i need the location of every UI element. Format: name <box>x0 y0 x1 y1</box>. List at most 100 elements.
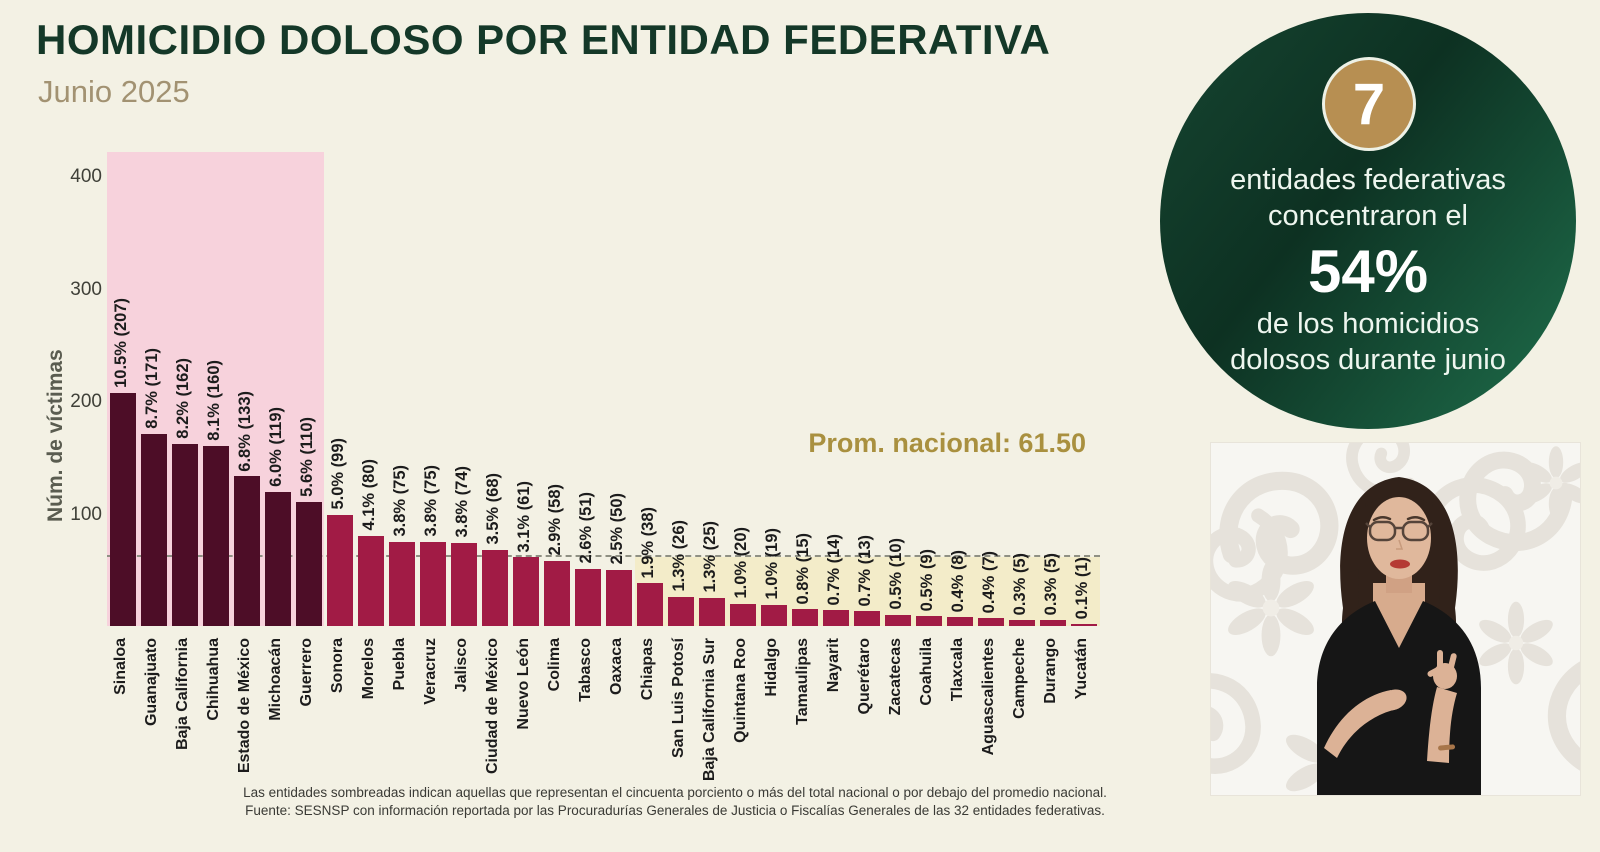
x-axis-state-label: Campeche <box>1011 638 1029 719</box>
badge-percent: 54% <box>1307 237 1429 305</box>
bar <box>233 476 260 626</box>
badge-count: 7 <box>1322 57 1416 151</box>
badge-text: entidades federativas concentraron el 54… <box>1160 163 1576 379</box>
bar-value-label: 0.4% (7) <box>980 550 999 614</box>
x-axis-state-label: Guanajuato <box>142 638 160 727</box>
bar <box>792 609 819 626</box>
bar-value-label: 3.8% (74) <box>452 466 471 538</box>
x-axis-state-label: Quintana Roo <box>732 638 750 743</box>
bar <box>140 433 167 626</box>
bar-value-label: 1.0% (19) <box>763 528 782 600</box>
bar <box>543 560 570 626</box>
x-axis-state-label: Morelos <box>359 638 377 700</box>
bar <box>109 393 136 626</box>
bar <box>512 557 539 626</box>
bar-value-label: 2.6% (51) <box>576 492 595 564</box>
x-axis-state-label: Hidalgo <box>763 638 781 697</box>
footnote-line-1: Las entidades sombreadas indican aquella… <box>243 785 1107 800</box>
bar-value-label: 0.7% (14) <box>825 533 844 606</box>
x-axis-state-label: Veracruz <box>421 638 439 705</box>
bar-value-label: 6.0% (119) <box>266 407 285 488</box>
footnote-line-2: Fuente: SESNSP con información reportada… <box>245 802 1105 818</box>
x-axis-state-label: San Luis Potosí <box>670 638 688 759</box>
bar <box>450 542 477 626</box>
x-axis-state-label: Yucatán <box>1073 638 1091 700</box>
x-axis-state-label: Baja California Sur <box>701 638 719 782</box>
sign-language-video <box>1211 443 1580 795</box>
x-axis-state-label: Coahuila <box>918 638 936 706</box>
bar <box>1040 620 1067 626</box>
bar-value-label: 0.5% (10) <box>887 538 906 610</box>
bar-value-label: 1.3% (26) <box>670 520 689 592</box>
bar <box>357 536 384 626</box>
bar-value-label: 0.3% (5) <box>1011 553 1030 616</box>
x-axis-state-label: Estado de México <box>235 638 253 774</box>
bar <box>606 569 633 626</box>
x-axis-state-label: Baja California <box>173 638 191 751</box>
badge-line-2: concentraron el <box>1268 199 1468 232</box>
interpreter-lips <box>1390 559 1410 569</box>
badge-line-1: entidades federativas <box>1230 164 1506 196</box>
badge-line-3: de los homicidios <box>1256 307 1480 340</box>
x-axis-state-label: Oaxaca <box>608 638 626 695</box>
bar <box>699 597 726 626</box>
x-axis-state-label: Guerrero <box>297 638 315 707</box>
bar <box>171 443 198 626</box>
bar <box>1071 624 1098 626</box>
page-title: HOMICIDIO DOLOSO POR ENTIDAD FEDERATIVA <box>36 16 1051 63</box>
x-axis-state-label: Ciudad de México <box>483 638 501 775</box>
bar <box>1009 620 1036 626</box>
bar <box>854 611 881 626</box>
x-axis-state-label: Puebla <box>390 638 408 691</box>
national-average-line <box>107 554 1100 557</box>
x-axis-state-label: Zacatecas <box>887 638 905 716</box>
bar-value-label: 2.9% (58) <box>545 484 564 556</box>
chart-plot: Prom. nacional: 61.50 10.5% (207) 8.7% (1… <box>107 152 1100 626</box>
x-axis-state-label: Nayarit <box>825 638 843 693</box>
bar-value-label: 6.8% (133) <box>235 390 254 472</box>
x-axis-state-label: Querétaro <box>856 638 874 715</box>
x-axis-state-label: Tamaulipas <box>794 638 812 725</box>
bar-value-label: 0.4% (8) <box>949 549 968 612</box>
y-axis-tick-label: 100 <box>70 503 102 525</box>
bar <box>295 502 322 626</box>
bar <box>916 615 943 626</box>
x-axis-state-label: Tlaxcala <box>949 638 967 702</box>
bar <box>264 492 291 626</box>
bar <box>326 514 353 626</box>
national-average-label: Prom. nacional: 61.50 <box>808 428 1086 458</box>
bar-value-label: 1.9% (38) <box>639 506 658 579</box>
x-axis-state-label: Michoacán <box>266 638 284 721</box>
x-axis-state-label: Nuevo León <box>514 638 532 730</box>
x-axis-state-label: Chiapas <box>639 638 657 701</box>
bar-value-label: 0.7% (13) <box>856 534 875 607</box>
summary-badge: 7 entidades federativas concentraron el … <box>1160 13 1576 429</box>
bar <box>637 583 664 626</box>
bar-value-label: 8.7% (171) <box>142 347 161 429</box>
bar-value-label: 0.5% (9) <box>918 548 937 611</box>
bar-value-label: 1.0% (20) <box>732 526 751 599</box>
interpreter-person <box>1317 477 1481 795</box>
bar-value-label: 0.8% (15) <box>794 532 813 605</box>
bar <box>574 568 601 626</box>
x-axis-state-label: Colima <box>545 638 563 692</box>
bar-value-label: 10.5% (207) <box>111 298 130 389</box>
x-axis-state-label: Sonora <box>328 638 346 694</box>
x-axis-state-label: Tabasco <box>576 638 594 702</box>
bar-value-label: 3.8% (75) <box>421 465 440 537</box>
y-axis-tick-label: 300 <box>70 278 102 300</box>
footnote: Las entidades sombreadas indican aquella… <box>130 784 1220 819</box>
bar-value-label: 5.0% (99) <box>328 438 347 510</box>
bar <box>668 596 695 626</box>
sign-language-interpreter <box>1211 443 1580 795</box>
x-axis-state-label: Sinaloa <box>111 638 129 695</box>
y-axis-tick-label: 200 <box>70 391 102 412</box>
bar-value-label: 4.1% (80) <box>359 459 378 531</box>
bar-value-label: 0.1% (1) <box>1073 556 1092 619</box>
badge-line-4: dolosos durante junio <box>1230 343 1506 376</box>
x-axis-state-label: Chihuahua <box>204 638 222 721</box>
bar <box>730 603 757 626</box>
bar <box>388 541 415 626</box>
bar-value-label: 2.5% (50) <box>608 493 627 565</box>
